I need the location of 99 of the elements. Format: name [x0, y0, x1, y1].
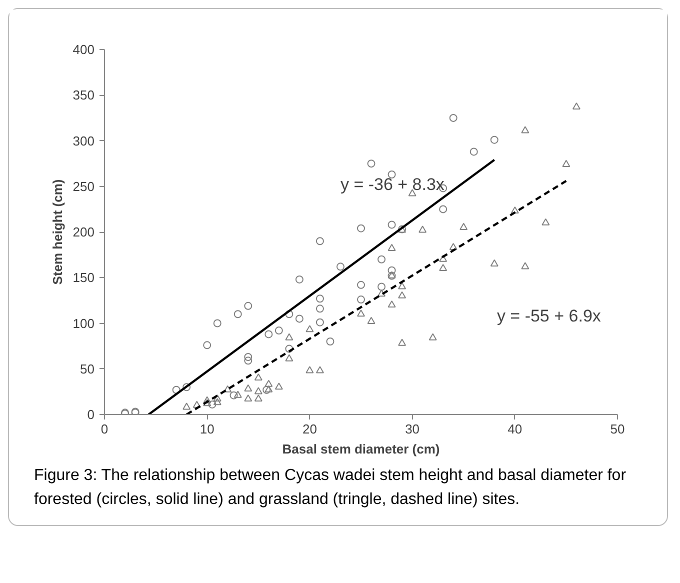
point	[449, 242, 458, 250]
y-tick-label: 400	[72, 42, 95, 57]
annotation: y = -36 + 8.3x	[340, 175, 445, 194]
point	[213, 398, 222, 406]
point	[572, 102, 580, 110]
point	[357, 224, 365, 232]
point	[357, 310, 365, 317]
point	[326, 338, 334, 346]
point	[428, 333, 437, 340]
point	[357, 280, 365, 289]
point	[510, 206, 519, 214]
x-tick-label: 0	[100, 422, 108, 436]
x-axis-title: Basal stem diameter (cm)	[282, 442, 440, 456]
y-tick-label: 250	[72, 178, 95, 194]
y-axis-title: Stem height (cm)	[50, 179, 65, 285]
point	[234, 310, 242, 318]
point	[378, 290, 386, 297]
y-tick-label: 300	[72, 133, 95, 148]
point	[295, 314, 304, 323]
point	[254, 387, 262, 394]
point	[203, 341, 212, 350]
point	[295, 275, 304, 284]
point	[254, 394, 262, 402]
point	[285, 310, 294, 318]
point	[244, 384, 252, 392]
point	[388, 170, 396, 179]
y-tick-label: 50	[80, 361, 95, 376]
point	[367, 160, 376, 168]
point	[398, 338, 406, 346]
point	[182, 383, 191, 392]
point	[244, 302, 252, 310]
point	[213, 319, 222, 328]
point	[490, 136, 498, 144]
point	[470, 148, 478, 156]
y-tick-label: 100	[72, 316, 95, 331]
point	[264, 330, 273, 338]
point	[562, 160, 570, 167]
point	[388, 266, 396, 274]
point	[254, 373, 262, 381]
x-tick-label: 20	[302, 422, 317, 436]
point	[418, 226, 427, 233]
point	[439, 205, 448, 214]
point	[203, 396, 212, 404]
point	[398, 282, 406, 290]
y-tick-label: 0	[87, 407, 95, 422]
point	[274, 326, 283, 335]
point	[244, 353, 252, 362]
point	[388, 244, 396, 251]
point	[367, 316, 376, 324]
x-tick-label: 50	[610, 422, 625, 436]
point	[172, 386, 180, 394]
point	[316, 318, 324, 326]
point	[203, 399, 212, 406]
point	[244, 394, 252, 402]
point	[213, 394, 222, 402]
point	[378, 255, 386, 264]
point	[336, 262, 344, 271]
y-tick-label: 350	[72, 88, 95, 103]
point	[316, 237, 324, 246]
point	[460, 222, 468, 230]
point	[285, 344, 294, 353]
point	[192, 400, 201, 408]
point	[357, 296, 365, 304]
point	[490, 259, 498, 266]
point	[182, 402, 191, 410]
point	[244, 356, 252, 365]
y-tick-label: 200	[72, 224, 95, 240]
point	[285, 333, 294, 340]
point	[388, 220, 396, 229]
point	[306, 366, 314, 374]
point	[230, 391, 238, 400]
point	[262, 386, 271, 394]
point	[378, 282, 386, 291]
point	[398, 291, 406, 298]
y-tick-label: 150	[72, 270, 95, 286]
caption: Figure 3: The relationship between Cycas wadei stem height and basal diameter for forested (circles, solid line) and grassland (tringle, dashed line) sites.	[34, 466, 628, 510]
point	[316, 366, 324, 374]
point	[408, 189, 416, 196]
point	[439, 254, 448, 262]
annotation: y = -55 + 6.9x	[496, 306, 602, 326]
x-tick-label: 30	[405, 422, 420, 436]
point	[224, 385, 232, 392]
point	[542, 218, 550, 226]
point	[521, 126, 530, 134]
point	[264, 380, 273, 387]
point	[285, 354, 294, 362]
point	[264, 385, 273, 392]
point	[521, 262, 530, 270]
x-tick-label: 40	[508, 422, 522, 436]
point	[449, 114, 458, 122]
point	[316, 294, 324, 303]
point	[439, 264, 448, 272]
point	[234, 390, 242, 398]
point	[306, 325, 314, 332]
point	[316, 304, 324, 313]
x-tick-label: 10	[200, 422, 214, 436]
point	[388, 300, 396, 308]
point	[274, 382, 283, 390]
point	[208, 400, 216, 408]
